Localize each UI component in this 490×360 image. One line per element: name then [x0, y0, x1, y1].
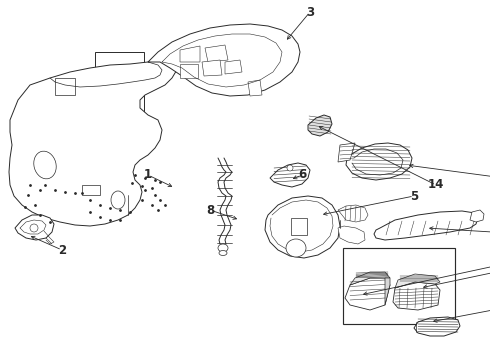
Text: 6: 6 [298, 168, 306, 181]
Text: 5: 5 [410, 189, 418, 202]
Text: 8: 8 [206, 203, 214, 216]
Polygon shape [55, 78, 75, 95]
Ellipse shape [287, 165, 293, 171]
Ellipse shape [30, 224, 38, 232]
Polygon shape [225, 60, 242, 74]
Text: 2: 2 [58, 243, 66, 256]
Polygon shape [338, 205, 368, 222]
Polygon shape [291, 218, 307, 235]
Text: 3: 3 [306, 5, 314, 18]
Polygon shape [393, 282, 440, 310]
Polygon shape [15, 215, 54, 240]
Polygon shape [180, 46, 200, 62]
Text: 14: 14 [428, 179, 444, 192]
Polygon shape [248, 80, 262, 96]
Polygon shape [470, 210, 484, 222]
Ellipse shape [34, 151, 56, 179]
Polygon shape [385, 278, 390, 305]
Bar [95, 52, 144, 131]
Polygon shape [82, 185, 100, 195]
Polygon shape [414, 317, 460, 336]
Polygon shape [345, 278, 390, 310]
Polygon shape [180, 64, 198, 78]
Polygon shape [9, 57, 180, 226]
Polygon shape [338, 143, 355, 162]
Bar [343, 248, 455, 324]
Polygon shape [205, 45, 228, 62]
Ellipse shape [111, 191, 125, 209]
Polygon shape [338, 226, 365, 244]
Polygon shape [374, 211, 478, 240]
Ellipse shape [286, 239, 306, 257]
Ellipse shape [219, 251, 227, 256]
Polygon shape [346, 143, 412, 180]
Polygon shape [148, 24, 300, 96]
Polygon shape [202, 60, 222, 76]
Text: 1: 1 [144, 168, 152, 181]
Polygon shape [395, 274, 440, 288]
Ellipse shape [218, 244, 228, 252]
Polygon shape [270, 163, 310, 187]
Polygon shape [265, 196, 340, 258]
Polygon shape [350, 272, 390, 285]
Polygon shape [308, 115, 332, 136]
